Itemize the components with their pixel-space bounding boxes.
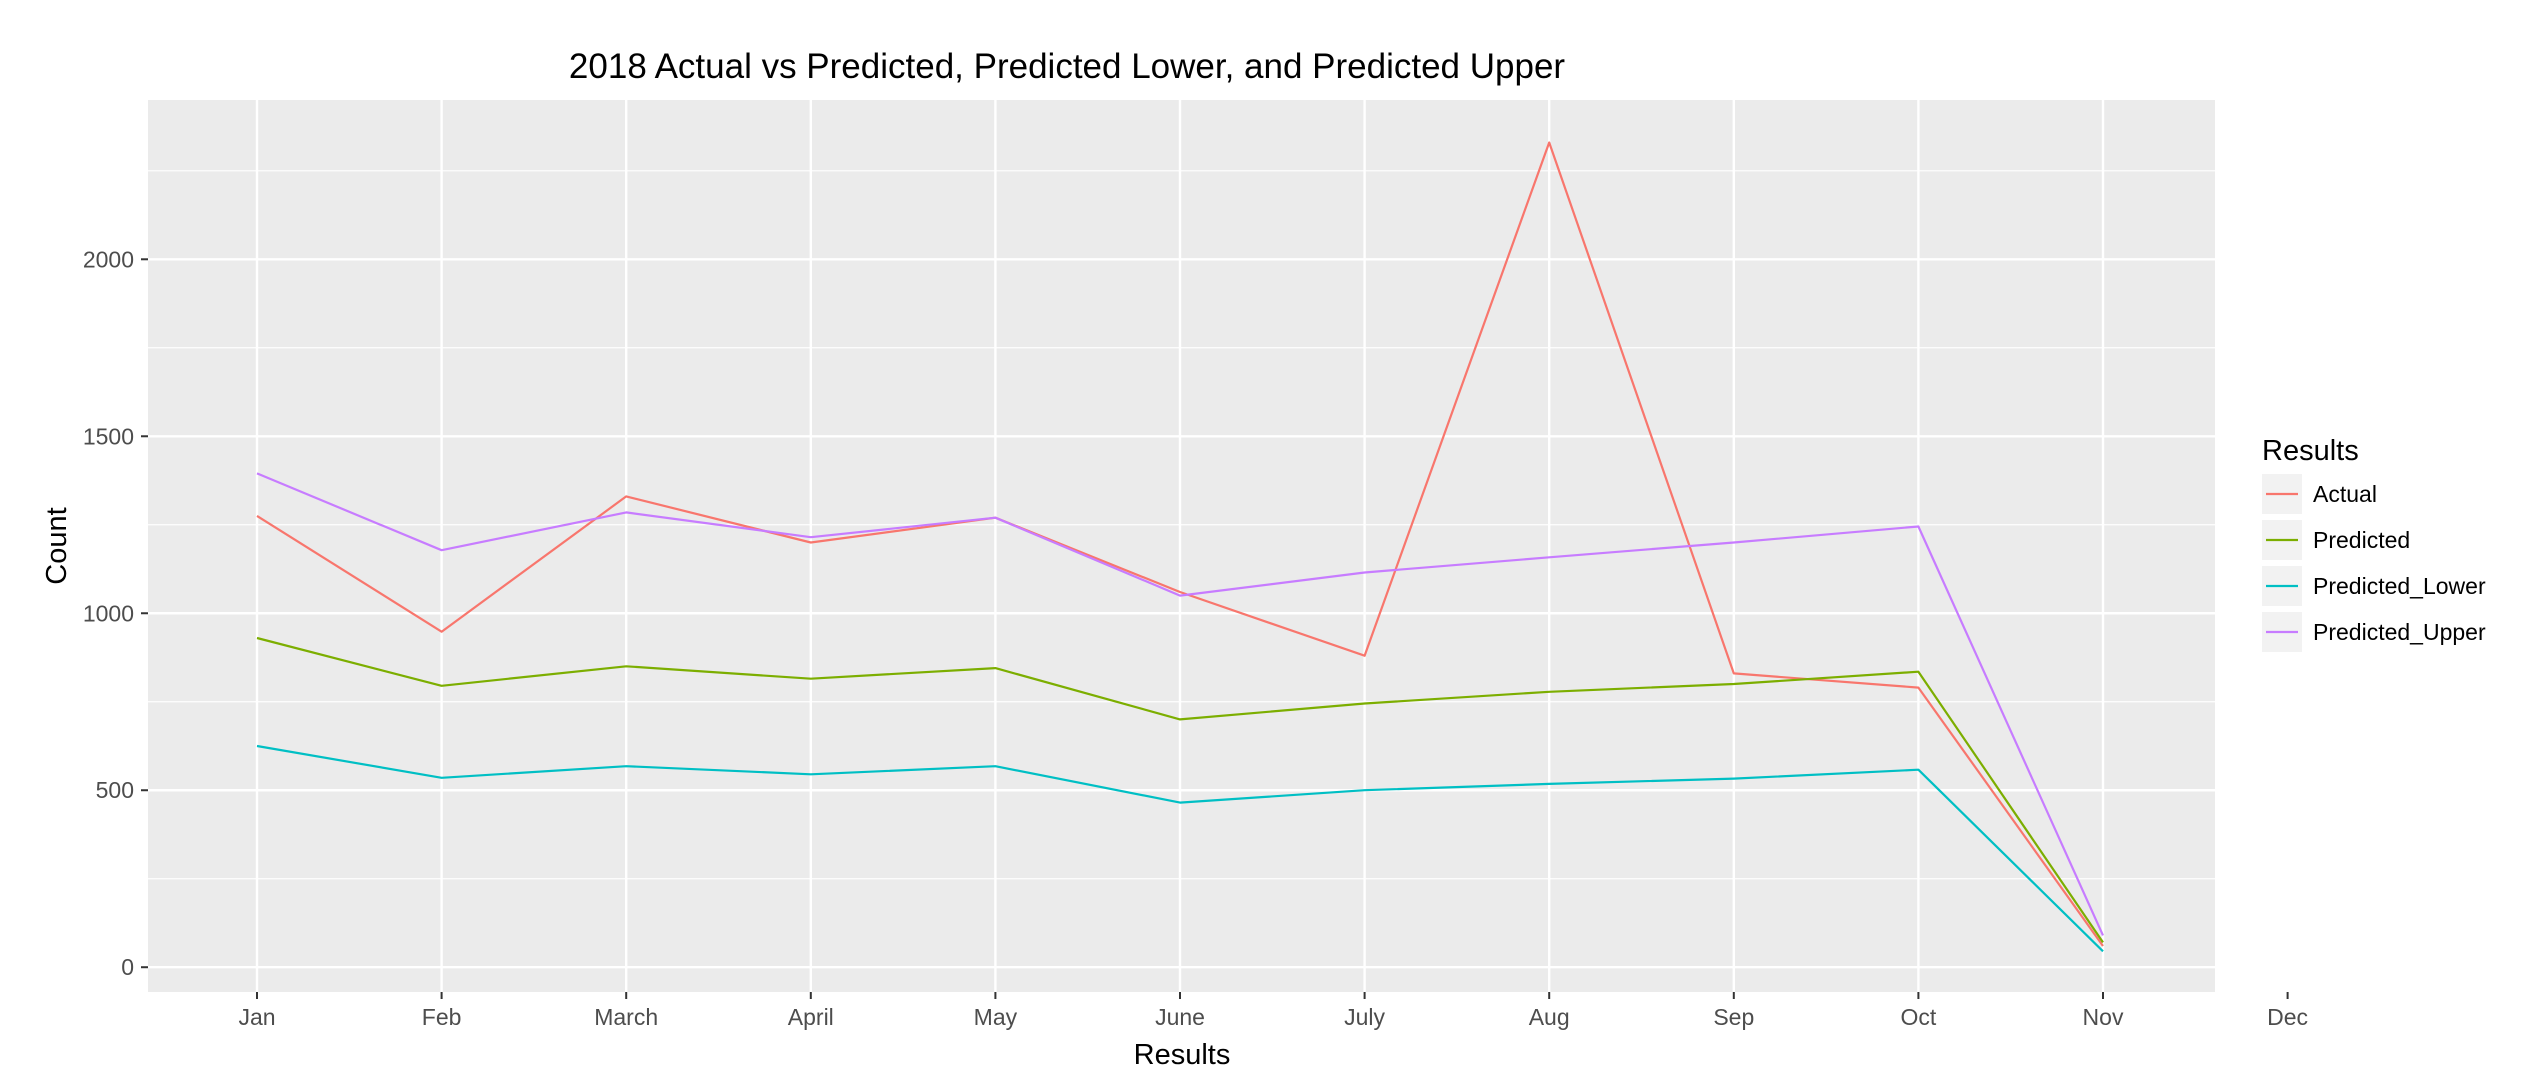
legend-label-predicted-lower: Predicted_Lower [2313, 573, 2486, 599]
x-tick-label: June [1155, 1004, 1205, 1030]
x-tick-label: Oct [1901, 1004, 1937, 1030]
legend-label-predicted: Predicted [2313, 527, 2410, 553]
x-tick-label: March [594, 1004, 658, 1030]
series-line-predicted-upper [256, 472, 2105, 936]
y-tick-label: 500 [96, 777, 134, 803]
x-tick-label: Dec [2267, 1004, 2308, 1030]
x-tick-label: April [788, 1004, 834, 1030]
gridlines [148, 100, 2215, 992]
x-tick-label: May [974, 1004, 1018, 1030]
legend-label-predicted-upper: Predicted_Upper [2313, 619, 2486, 645]
series-lines [256, 141, 2105, 953]
y-tick-label: 1500 [83, 423, 134, 449]
x-tick-label: July [1344, 1004, 1385, 1030]
y-axis-title: Count [41, 507, 73, 584]
chart-title: 2018 Actual vs Predicted, Predicted Lowe… [569, 47, 1565, 86]
y-tick-label: 2000 [83, 246, 134, 272]
plot-background [148, 100, 2215, 992]
y-tick-label: 0 [121, 954, 134, 980]
y-tick-label: 1000 [83, 600, 134, 626]
x-tick-label: Aug [1529, 1004, 1570, 1030]
y-axis: 0 500 1000 1500 2000 [83, 246, 148, 980]
legend: Results Actual Predicted Predicted_Lower Pr… [2262, 435, 2486, 652]
x-axis-title: Results [1134, 1039, 1231, 1071]
series-line-predicted [256, 636, 2104, 944]
legend-title: Results [2262, 435, 2359, 467]
series-line-actual [256, 141, 2104, 947]
x-tick-label: Feb [422, 1004, 462, 1030]
x-tick-label: Nov [2083, 1004, 2124, 1030]
series-line-predicted-lower [256, 744, 2104, 953]
legend-label-actual: Actual [2313, 481, 2377, 507]
x-axis: Jan Feb March April May June July Aug Sep Oct Nov D… [238, 992, 2308, 1030]
x-tick-label: Sep [1713, 1004, 1754, 1030]
x-tick-label: Jan [238, 1004, 275, 1030]
